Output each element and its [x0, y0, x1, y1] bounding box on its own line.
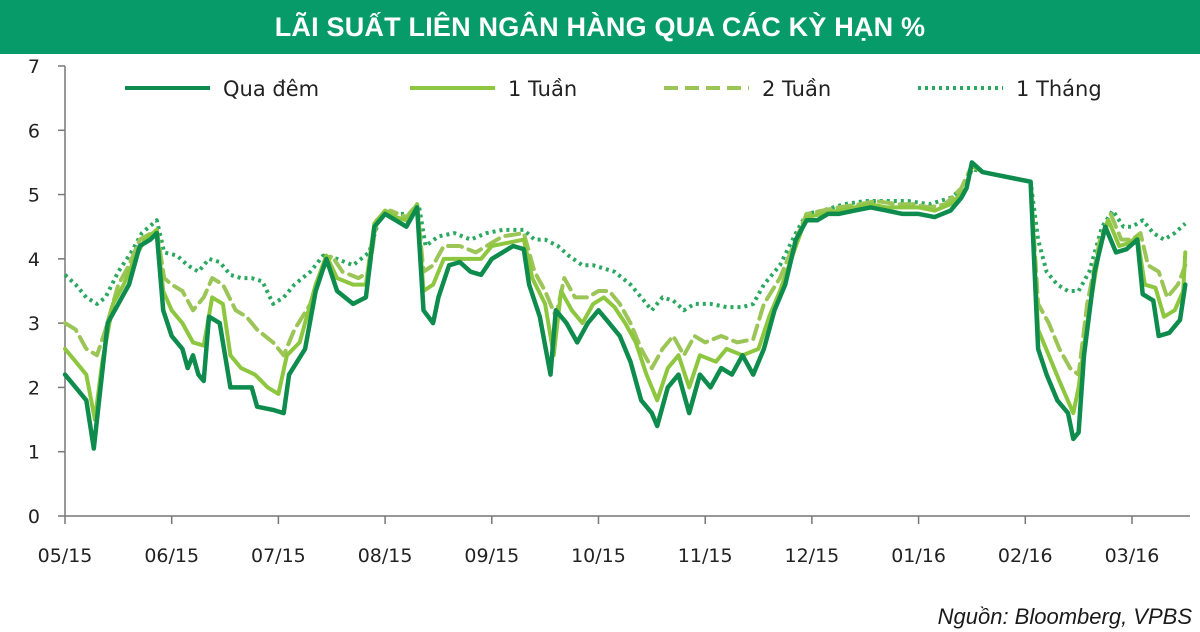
legend-label-week2: 2 Tuần [762, 77, 831, 101]
legend-label-week1: 1 Tuần [508, 77, 577, 101]
legend-label-month1: 1 Tháng [1016, 77, 1102, 101]
y-tick-label: 7 [28, 56, 40, 78]
chart-canvas: 0 1 2 3 4 5 6 7 05/15 06/15 07/15 08/15 09/15 10/15 11… [28, 56, 1190, 567]
chart-legend: Qua đêm 1 Tuần 2 Tuần 1 Tháng [125, 77, 1102, 101]
legend-label-overnight: Qua đêm [223, 77, 319, 101]
y-tick-label: 0 [28, 506, 40, 528]
series-line-week1 [63, 163, 1188, 422]
series-line-overnight [62, 160, 1188, 451]
y-tick-label: 3 [28, 313, 40, 335]
x-tick-label: 08/15 [358, 545, 413, 567]
x-tick-label: 02/16 [998, 545, 1053, 567]
title-bar: LÃI SUẤT LIÊN NGÂN HÀNG QUA CÁC KỲ HẠN % [0, 0, 1200, 54]
x-tick-label: 10/15 [571, 545, 626, 567]
y-tick-label: 2 [28, 377, 40, 399]
x-tick-label: 01/16 [891, 545, 946, 567]
y-tick-label: 1 [28, 442, 40, 464]
chart-axes: 0 1 2 3 4 5 6 7 05/15 06/15 07/15 08/15 09/15 10/15 11… [28, 56, 1190, 567]
chart-title: LÃI SUẤT LIÊN NGÂN HÀNG QUA CÁC KỲ HẠN % [274, 11, 926, 42]
x-tick-label: 11/15 [678, 545, 733, 567]
x-tick-label: 06/15 [144, 545, 199, 567]
x-tick-label: 09/15 [464, 545, 519, 567]
x-tick-label: 03/16 [1105, 545, 1160, 567]
y-tick-label: 5 [28, 185, 40, 207]
y-tick-label: 6 [28, 120, 40, 142]
chart-series-group [62, 160, 1188, 451]
y-tick-label: 4 [28, 249, 40, 271]
series-line-month1 [63, 166, 1187, 313]
x-tick-label: 12/15 [785, 545, 840, 567]
x-tick-label: 07/15 [251, 545, 306, 567]
x-tick-label: 05/15 [38, 545, 93, 567]
source-note: Nguồn: Bloomberg, VPBS [937, 604, 1192, 629]
